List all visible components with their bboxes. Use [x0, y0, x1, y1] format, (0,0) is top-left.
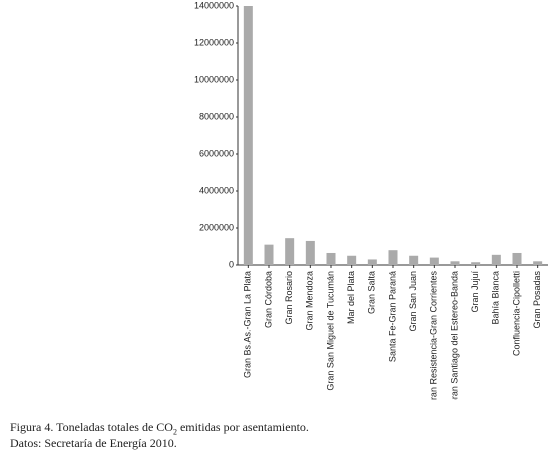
bar: [347, 255, 357, 265]
bar: [409, 255, 419, 265]
y-tick-label: 14000000: [194, 0, 234, 10]
x-tick-label: Gran Posadas: [532, 271, 542, 329]
x-tick-label: Gran Jujuí: [470, 271, 480, 313]
x-tick-label: Gran Santiago del Estereo-Banda: [449, 271, 459, 400]
caption-source: Datos: Secretaría de Energía 2010.: [10, 436, 177, 450]
x-tick-label: Gran Bs.As.-Gran La Plata: [243, 271, 253, 378]
bar: [305, 240, 315, 265]
x-tick-label: Santa Fe-Gran Paraná: [387, 271, 397, 362]
x-tick-label: Bahía Blanca: [491, 271, 501, 325]
bar: [533, 261, 543, 265]
bar: [450, 261, 460, 265]
bar: [491, 254, 501, 265]
y-tick-label: 2000000: [199, 222, 234, 232]
bar: [243, 6, 253, 265]
bar: [285, 238, 295, 265]
y-tick-label: 6000000: [199, 148, 234, 158]
caption-label: Figura 4.: [10, 420, 54, 434]
x-tick-label: Gran San Juan: [408, 271, 418, 332]
caption-subscript: 2: [172, 427, 177, 437]
y-tick-label: 0: [229, 259, 234, 269]
x-tick-label: Gran San Miguel de Tucumán: [325, 271, 335, 391]
caption-text: Toneladas totales de CO: [56, 420, 173, 434]
y-tick-label: 10000000: [194, 74, 234, 84]
bar: [471, 262, 481, 265]
bar: [367, 259, 377, 265]
y-tick-label: 12000000: [194, 37, 234, 47]
caption-text: emitidas por asentamiento.: [179, 420, 309, 434]
x-tick-label: Gran Resistencia-Gran Corrientes: [429, 271, 439, 400]
bar: [429, 257, 439, 265]
x-tick-label: Confluencia-Cipolletti: [511, 271, 521, 356]
x-tick-label: Gran Salta: [367, 271, 377, 314]
bar: [264, 244, 274, 265]
bar: [388, 250, 398, 265]
x-tick-label: Gran Mendoza: [305, 271, 315, 331]
caption: Figura 4. Toneladas totales de CO2 emiti…: [10, 420, 309, 436]
x-tick-label: Gran Córdoba: [263, 271, 273, 328]
y-tick-label: 4000000: [199, 185, 234, 195]
bar: [326, 252, 336, 265]
x-tick-label: Mar del Plata: [346, 271, 356, 324]
x-tick-label: Gran Rosario: [284, 271, 294, 325]
bar: [512, 252, 522, 265]
y-tick-label: 8000000: [199, 111, 234, 121]
chart: 0 2000000 4000000 6000000 8000000 10000000 120…: [194, 0, 548, 400]
